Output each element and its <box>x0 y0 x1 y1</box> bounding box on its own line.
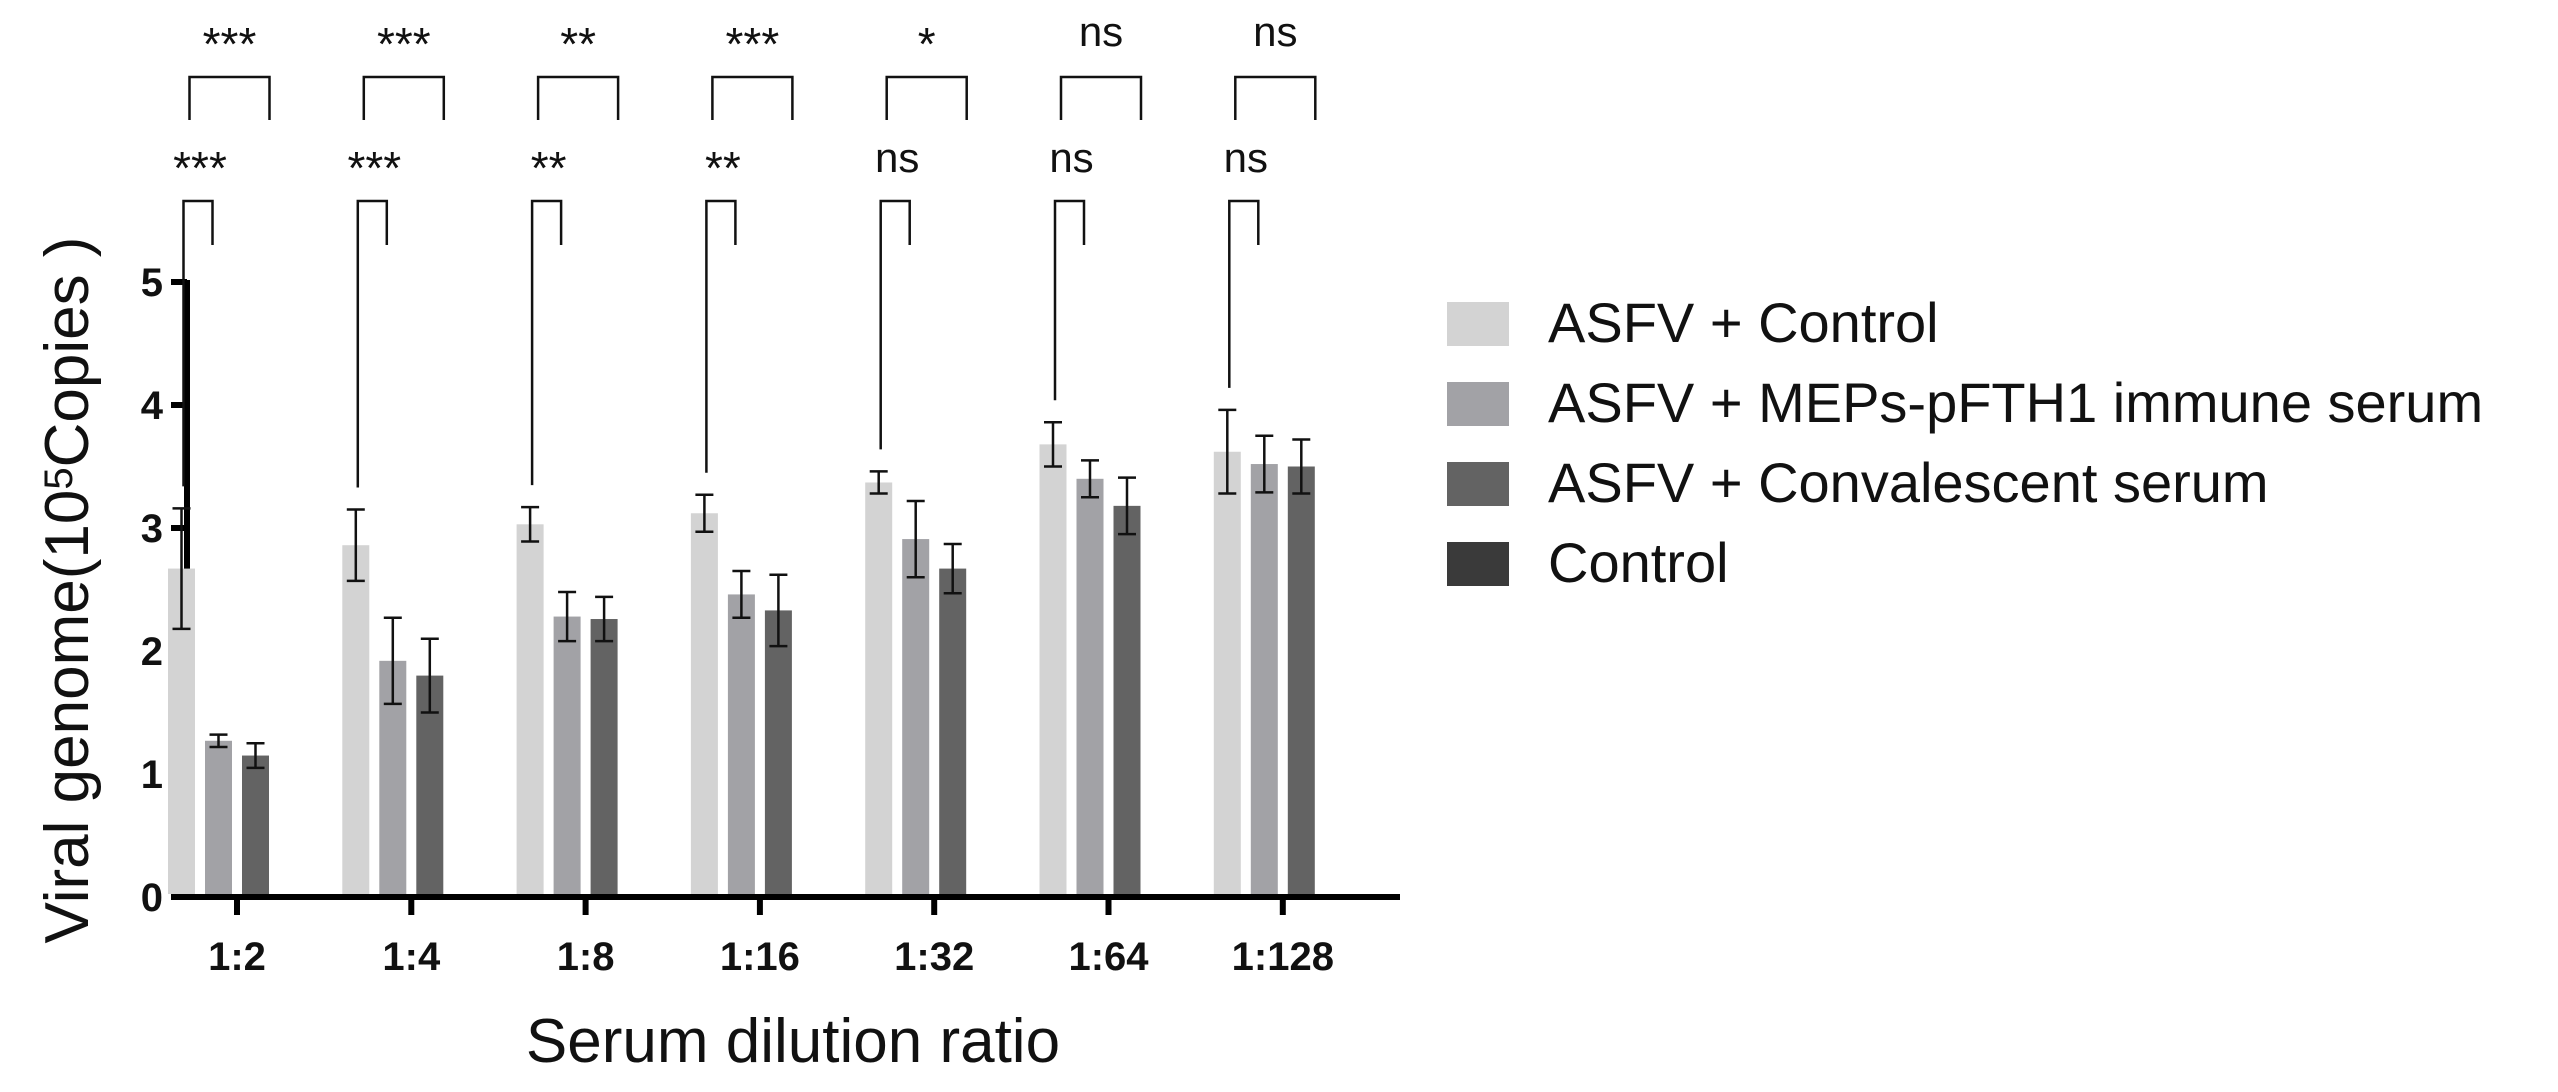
bars-group <box>168 408 1315 894</box>
significance-label: *** <box>347 142 401 194</box>
bar <box>342 545 370 894</box>
bar <box>727 594 755 894</box>
significance-bracket <box>1059 75 1143 120</box>
significance-bracket <box>182 199 214 487</box>
y-axis-title-suffix: Copies ) <box>33 237 102 468</box>
y-axis-title: Viral genome(105Copies ) <box>33 237 102 944</box>
legend: ASFV + Control ASFV + MEPs-pFTH1 immune s… <box>1447 291 2483 594</box>
bar <box>1039 444 1067 894</box>
bar <box>1113 505 1141 894</box>
x-tick-label: 1:2 <box>208 935 266 979</box>
y-axis-title-superscript: 5 <box>37 467 81 489</box>
significance-label: ns <box>1253 8 1297 55</box>
significance-bracket <box>362 75 446 120</box>
significance-bracket <box>711 75 794 120</box>
x-tick-label: 1:16 <box>720 935 800 979</box>
significance-label: ns <box>875 134 919 181</box>
significance-bracket <box>1228 199 1260 388</box>
significance-bracket <box>1053 199 1086 401</box>
legend-label: ASFV + MEPs-pFTH1 immune serum <box>1548 371 2483 434</box>
bar <box>590 619 618 894</box>
legend-label: Control <box>1548 531 1729 594</box>
significance-bracket <box>1234 75 1317 120</box>
significance-label: ns <box>1079 8 1123 55</box>
significance-label: ns <box>1224 134 1268 181</box>
bar <box>242 755 269 894</box>
x-tick-label: 1:8 <box>557 935 615 979</box>
x-tick-label: 1:32 <box>894 935 974 979</box>
bar <box>205 740 232 894</box>
legend-label: ASFV + Convalescent serum <box>1548 451 2269 514</box>
significance-label: ** <box>705 142 741 194</box>
bar <box>1076 478 1104 894</box>
significance-label: ** <box>560 18 596 70</box>
significance-bracket <box>879 199 911 450</box>
significance-label: *** <box>377 18 431 70</box>
significance-bracket <box>356 199 389 488</box>
significance-bracket <box>188 75 271 120</box>
legend-swatch <box>1447 382 1509 426</box>
legend-swatch <box>1447 542 1509 586</box>
significance-bracket <box>530 199 563 486</box>
bar <box>865 482 893 894</box>
significance-bracket <box>885 75 968 120</box>
y-tick-label: 4 <box>141 384 164 428</box>
y-tick-label: 5 <box>141 261 163 305</box>
bar <box>902 539 930 894</box>
y-axis-title-main: Viral genome(10 <box>33 490 102 944</box>
labels-group: 0 1 2 3 4 5 1:2 1:4 1:8 1:16 1:32 1:64 1:128 Serum di… <box>33 237 1334 1076</box>
x-tick-label: 1:4 <box>382 935 441 979</box>
legend-swatch <box>1447 302 1509 346</box>
bar <box>1287 466 1315 894</box>
legend-swatch <box>1447 462 1509 506</box>
significance-label: ** <box>531 142 567 194</box>
y-tick-label: 2 <box>141 630 163 674</box>
significance-bracket <box>536 75 620 120</box>
x-tick-label: 1:64 <box>1068 935 1149 979</box>
bar <box>516 524 544 894</box>
legend-label: ASFV + Control <box>1548 291 1939 354</box>
bar <box>553 616 581 894</box>
significance-label: *** <box>726 18 780 70</box>
significance-label: *** <box>173 142 227 194</box>
significance-label: *** <box>203 18 257 70</box>
bar <box>939 568 967 894</box>
bar <box>1250 464 1278 894</box>
y-tick-label: 3 <box>141 507 163 551</box>
bar <box>764 610 792 894</box>
x-axis-title: Serum dilution ratio <box>526 1007 1060 1076</box>
y-tick-label: 1 <box>141 753 163 797</box>
x-tick-label: 1:128 <box>1232 935 1334 979</box>
significance-bracket <box>705 199 737 473</box>
significance-label: ns <box>1049 134 1093 181</box>
y-tick-label: 0 <box>141 876 163 920</box>
significance-label: * <box>918 18 936 70</box>
bar <box>1213 451 1241 894</box>
bar <box>690 513 718 894</box>
